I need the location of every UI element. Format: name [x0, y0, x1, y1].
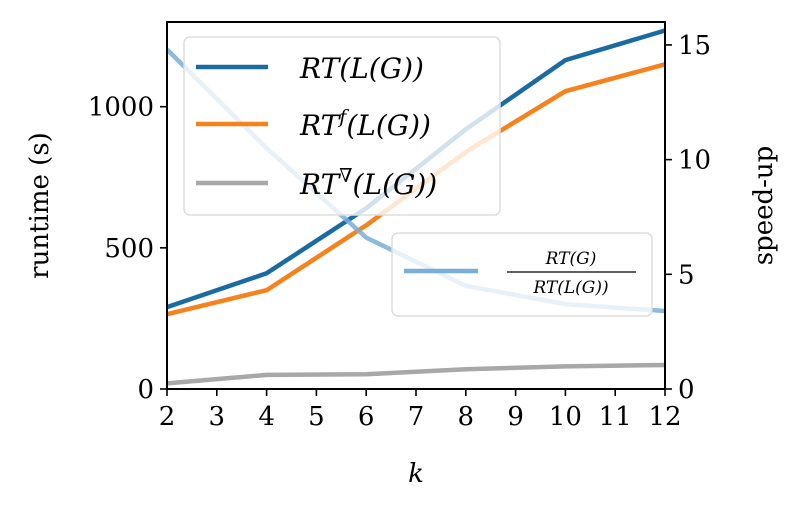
legend-primary-frame: [183, 36, 501, 216]
y-tick-label-500: 500: [104, 234, 154, 264]
x-tick-label-10: 10: [549, 402, 582, 432]
y-right-tick-label-5: 5: [678, 260, 695, 290]
x-tick-label-3: 3: [209, 402, 226, 432]
series-line-2: [166, 362, 666, 386]
x-tick-label-5: 5: [308, 402, 325, 432]
y-right-tick-label-0: 0: [678, 375, 695, 405]
y-right-axis-title: speed-up: [749, 146, 779, 266]
legend-fraction-numerator: RT(G): [545, 249, 597, 269]
x-tick-label-11: 11: [599, 402, 632, 432]
x-tick-label-2: 2: [159, 402, 176, 432]
y-tick-label-0: 0: [137, 375, 154, 405]
legend-label-rt-lg: RT(L(G)): [299, 52, 424, 85]
legend-primary: RT(L(G)) RTf(L(G)) RT∇(L(G)): [183, 36, 501, 216]
y-axis-title: runtime (s): [25, 132, 55, 279]
x-tick-label-7: 7: [408, 402, 425, 432]
y-right-tick-label-10: 10: [678, 146, 711, 176]
x-axis-title: k: [408, 459, 424, 489]
x-tick-label-6: 6: [358, 402, 375, 432]
x-tick-label-8: 8: [458, 402, 475, 432]
legend-fraction-denominator: RT(L(G)): [532, 278, 608, 298]
legend-label-rtf-lg: RTf(L(G)): [299, 106, 431, 142]
x-tick-label-9: 9: [507, 402, 524, 432]
y-right-tick-label-15: 15: [678, 31, 711, 61]
y-tick-label-1000: 1000: [88, 93, 154, 123]
x-tick-label-12: 12: [648, 402, 681, 432]
legend-secondary: RT(G) RT(L(G)): [391, 232, 653, 317]
legend-secondary-frame: [391, 232, 653, 317]
legend-label-rtgrad-lg: RT∇(L(G)): [299, 165, 437, 201]
x-tick-label-4: 4: [258, 402, 275, 432]
